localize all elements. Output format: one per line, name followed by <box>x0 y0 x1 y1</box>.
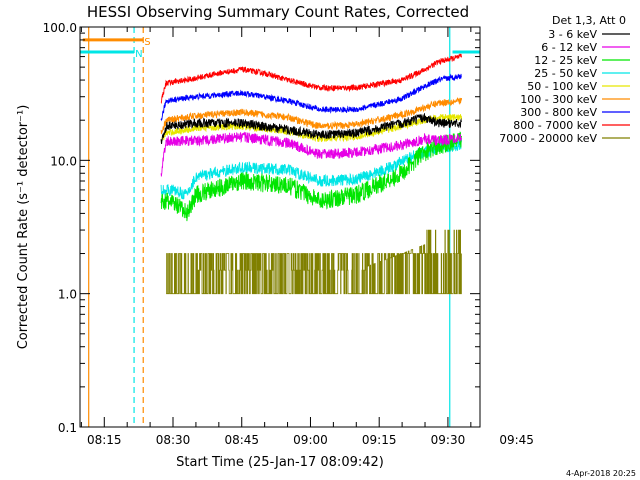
x-tick-label: 09:00 <box>293 433 328 447</box>
series-line-2 <box>160 131 463 222</box>
series-line-5 <box>160 97 463 135</box>
legend-label: 12 - 25 keV <box>534 54 597 67</box>
marker-label: S <box>144 37 150 48</box>
y-axis-label: Corrected Count Rate (s⁻¹ detector⁻¹) <box>16 105 31 350</box>
y-tick-label: 10.0 <box>50 154 77 168</box>
x-axis-label: Start Time (25-Jan-17 08:09:42) <box>176 455 384 470</box>
x-tick-label: 09:15 <box>362 433 397 447</box>
legend-label: 6 - 12 keV <box>541 41 597 54</box>
x-tick-label: 08:30 <box>156 433 191 447</box>
legend-header: Det 1,3, Att 0 <box>552 14 626 27</box>
legend-label: 300 - 800 keV <box>520 106 597 119</box>
series-line-7 <box>160 53 463 105</box>
legend-label: 100 - 300 keV <box>520 93 597 106</box>
date-stamp: 4-Apr-2018 20:25 <box>566 469 636 478</box>
y-tick-label: 0.1 <box>58 421 77 435</box>
series-line-1 <box>160 131 463 177</box>
legend-label: 7000 - 20000 keV <box>499 132 597 145</box>
x-tick-label: 09:45 <box>499 433 534 447</box>
chart-title: HESSI Observing Summary Count Rates, Cor… <box>87 3 469 21</box>
series-line-8 <box>166 229 462 295</box>
x-tick-label: 08:15 <box>87 433 122 447</box>
plot-frame <box>79 26 481 428</box>
x-tick-label: 08:45 <box>224 433 259 447</box>
legend-label: 800 - 7000 keV <box>513 119 597 132</box>
legend-label: 3 - 6 keV <box>548 28 597 41</box>
y-tick-label: 100.0 <box>43 21 77 35</box>
y-tick-label: 1.0 <box>58 288 77 302</box>
plot-area <box>80 27 480 427</box>
marker-label: N <box>135 49 142 60</box>
legend-label: 50 - 100 keV <box>527 80 597 93</box>
x-tick-label: 09:30 <box>431 433 466 447</box>
legend-label: 25 - 50 keV <box>534 67 597 80</box>
series-line-0 <box>160 113 463 145</box>
series-line-6 <box>160 73 462 122</box>
